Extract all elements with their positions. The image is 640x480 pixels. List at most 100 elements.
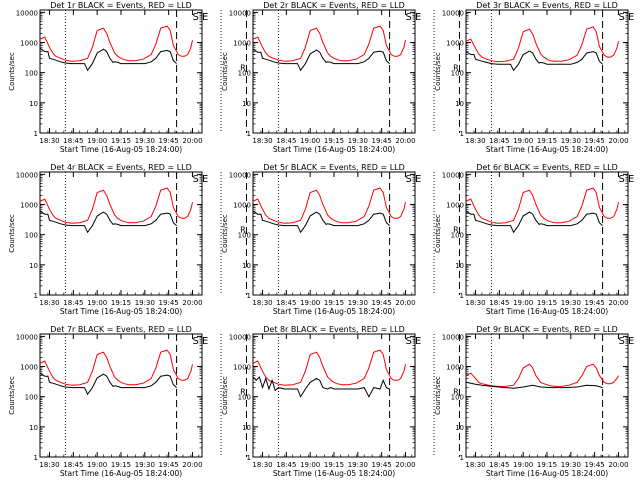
y-tick-label: 10000 (16, 333, 38, 341)
x-tick-label: 19:15 (537, 461, 557, 469)
marker-s-label: S (405, 174, 411, 185)
marker-e-label: E (628, 12, 634, 23)
x-tick-label: 18:30 (465, 299, 485, 307)
x-tick-label: 18:30 (465, 461, 485, 469)
panel-title: Det 3r BLACK = Events, RED = LLD (476, 1, 618, 10)
marker-r-label: R (453, 387, 459, 396)
y-tick-label: 10 (242, 100, 251, 108)
series-events-line (466, 50, 603, 72)
x-tick-label: 18:30 (465, 137, 485, 145)
y-tick-label: 10000 (229, 333, 251, 341)
y-tick-label: 10 (29, 424, 38, 432)
x-tick-label: 20:00 (395, 299, 415, 307)
plot-frame (39, 333, 203, 458)
x-tick-label: 19:15 (111, 299, 131, 307)
y-tick-label: 1 (247, 130, 251, 138)
y-tick-label: 10000 (229, 171, 251, 179)
y-tick-label: 1000 (446, 40, 464, 48)
x-tick-label: 19:00 (300, 461, 320, 469)
x-tick-label: 19:30 (561, 299, 581, 307)
marker-e-label: E (628, 174, 634, 185)
x-tick-label: 19:00 (87, 461, 107, 469)
x-tick-label: 19:00 (513, 461, 533, 469)
x-tick-label: 19:45 (159, 137, 179, 145)
x-tick-label: 20:00 (395, 461, 415, 469)
panel-det-3: Det 3r BLACK = Events, RED = LLD 1 10 100 10… (434, 1, 634, 154)
plot-frame (252, 9, 416, 134)
y-tick-label: 100 (451, 232, 464, 240)
marker-e-label: E (415, 12, 421, 23)
y-axis-label: Counts/sec (8, 52, 16, 91)
y-tick-label: 100 (451, 70, 464, 78)
plot-frame (465, 333, 629, 458)
y-tick-label: 10000 (442, 9, 464, 17)
x-tick-label: 18:30 (252, 137, 272, 145)
marker-e-label: E (628, 336, 634, 347)
x-tick-label: 18:30 (39, 137, 59, 145)
plot-frame (465, 171, 629, 296)
series-lld-line (253, 349, 406, 386)
y-tick-label: 10 (242, 424, 251, 432)
y-tick-label: 100 (451, 394, 464, 402)
y-tick-label: 1000 (20, 40, 38, 48)
series-lld-line (253, 187, 406, 224)
marker-r-label: R (240, 63, 246, 72)
x-tick-label: 19:15 (111, 137, 131, 145)
x-tick-label: 18:45 (63, 299, 83, 307)
y-tick-label: 10000 (442, 171, 464, 179)
x-axis-label: Start Time (16-Aug-05 18:24:00) (273, 469, 395, 478)
x-tick-label: 19:15 (111, 461, 131, 469)
series-lld-line (40, 349, 193, 386)
x-tick-label: 19:30 (135, 299, 155, 307)
x-tick-label: 19:30 (561, 461, 581, 469)
series-events-line (253, 48, 390, 72)
x-tick-label: 20:00 (608, 299, 628, 307)
y-tick-label: 10 (29, 262, 38, 270)
panel-title: Det 8r BLACK = Events, RED = LLD (263, 325, 405, 334)
y-tick-label: 10 (242, 262, 251, 270)
x-tick-label: 19:00 (87, 299, 107, 307)
y-tick-label: 10000 (229, 9, 251, 17)
series-events-line (40, 372, 177, 396)
y-tick-label: 1000 (20, 364, 38, 372)
panel-title: Det 9r BLACK = Events, RED = LLD (476, 325, 618, 334)
x-tick-label: 19:45 (585, 461, 605, 469)
x-tick-label: 18:45 (489, 299, 509, 307)
y-tick-label: 1000 (446, 364, 464, 372)
marker-r-label: R (453, 63, 459, 72)
x-tick-label: 18:45 (489, 461, 509, 469)
plot-frame (252, 171, 416, 296)
x-tick-label: 19:45 (372, 299, 392, 307)
y-axis-label: Counts/sec (434, 376, 442, 415)
series-events-line (466, 381, 603, 389)
x-tick-label: 18:45 (276, 299, 296, 307)
panel-title: Det 6r BLACK = Events, RED = LLD (476, 163, 618, 172)
series-lld-line (40, 25, 193, 62)
marker-s-label: S (192, 12, 198, 23)
panel-det-7: Det 7r BLACK = Events, RED = LLD 1 10 100 10… (8, 325, 247, 478)
panel-det-1: Det 1r BLACK = Events, RED = LLD 1 10 100 10… (8, 1, 247, 154)
y-tick-label: 1000 (233, 364, 251, 372)
x-tick-label: 19:00 (300, 137, 320, 145)
y-tick-label: 1 (247, 292, 251, 300)
y-tick-label: 1 (460, 454, 464, 462)
y-axis-label: Counts/sec (8, 376, 16, 415)
x-tick-label: 18:45 (63, 137, 83, 145)
marker-e-label: E (202, 174, 208, 185)
x-axis-label: Start Time (16-Aug-05 18:24:00) (60, 145, 182, 154)
panel-title: Det 1r BLACK = Events, RED = LLD (50, 1, 192, 10)
x-tick-label: 19:45 (159, 461, 179, 469)
y-tick-label: 1 (460, 130, 464, 138)
plot-frame (39, 171, 203, 296)
x-tick-label: 19:00 (87, 137, 107, 145)
plot-frame (252, 333, 416, 458)
y-tick-label: 10 (455, 262, 464, 270)
series-events-line (40, 47, 177, 72)
x-axis-label: Start Time (16-Aug-05 18:24:00) (486, 145, 608, 154)
y-tick-label: 1 (247, 454, 251, 462)
x-tick-label: 18:45 (276, 137, 296, 145)
x-axis-label: Start Time (16-Aug-05 18:24:00) (60, 307, 182, 316)
y-tick-label: 1 (460, 292, 464, 300)
y-tick-label: 100 (25, 394, 38, 402)
